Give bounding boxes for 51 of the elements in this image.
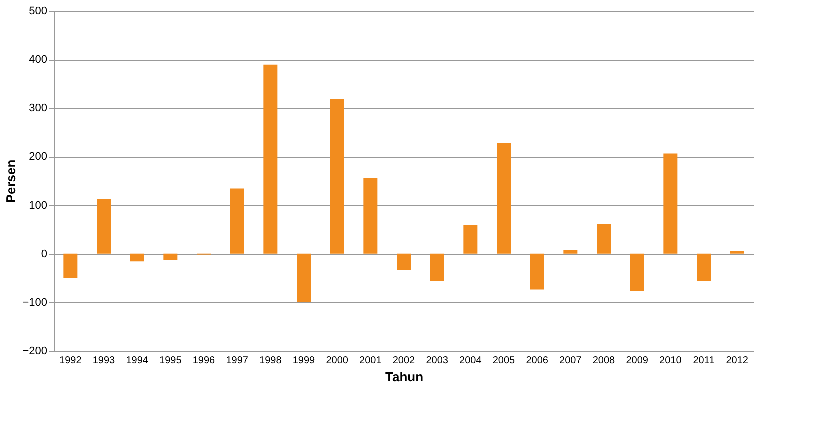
x-axis-title: Tahun xyxy=(385,370,424,384)
x-tick-label: 2006 xyxy=(526,356,549,366)
bar xyxy=(330,99,344,254)
bar xyxy=(497,143,511,254)
y-tick-label: 500 xyxy=(29,6,48,18)
bar xyxy=(597,224,611,254)
x-tick-label: 1999 xyxy=(292,356,316,366)
x-tick-label: 2012 xyxy=(726,356,749,366)
x-tick-label: 2003 xyxy=(426,356,449,366)
bar xyxy=(430,254,444,282)
bar xyxy=(97,199,111,254)
x-tick-label: 1997 xyxy=(226,356,249,366)
bar xyxy=(130,254,144,262)
x-tick-label: 2004 xyxy=(460,356,482,366)
y-tick-label: −200 xyxy=(22,346,48,358)
bar xyxy=(664,154,678,254)
bar xyxy=(464,225,478,254)
bar xyxy=(264,64,278,254)
y-axis-title: Persen xyxy=(4,160,19,204)
y-tick-label: 0 xyxy=(41,248,48,260)
bar xyxy=(364,178,378,254)
bar xyxy=(397,254,411,270)
bar xyxy=(530,254,544,290)
bar xyxy=(297,254,311,302)
y-tick-label: −100 xyxy=(22,296,48,309)
bar xyxy=(164,254,178,260)
x-tick-label: 1996 xyxy=(192,356,216,366)
x-tick-label: 1995 xyxy=(160,356,182,366)
x-tick-label: 1998 xyxy=(260,356,282,366)
x-tick-label: 1993 xyxy=(92,356,116,366)
x-tick-label: 2011 xyxy=(693,356,716,366)
bar xyxy=(230,188,244,254)
y-tick-label: 200 xyxy=(29,151,48,164)
bar xyxy=(564,250,578,254)
y-tick-label: 400 xyxy=(29,54,48,66)
x-tick-label: 2010 xyxy=(660,356,682,366)
x-tick-label: 2001 xyxy=(360,356,382,366)
x-tick-label: 1992 xyxy=(60,356,82,366)
x-tick-label: 2009 xyxy=(626,356,649,366)
x-tick-label: 2008 xyxy=(592,356,616,366)
x-tick-label: 2002 xyxy=(392,356,416,366)
bar xyxy=(630,254,644,292)
x-tick-label: 2005 xyxy=(492,356,516,366)
bar xyxy=(697,254,711,282)
bar xyxy=(730,251,744,254)
x-tick-label: 2007 xyxy=(560,356,582,366)
y-tick-label: 100 xyxy=(29,200,48,212)
x-tick-label: 1994 xyxy=(126,356,149,366)
bar xyxy=(64,254,78,278)
y-tick-label: 300 xyxy=(29,102,48,115)
x-tick-label: 2000 xyxy=(326,356,349,366)
